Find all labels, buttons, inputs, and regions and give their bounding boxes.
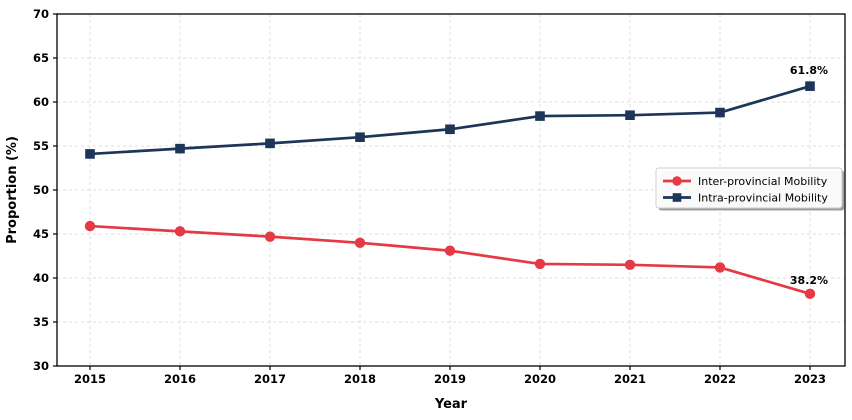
marker-1-2020 (535, 111, 545, 121)
y-axis-label: Proportion (%) (5, 136, 20, 244)
marker-0-2023 (804, 288, 816, 300)
y-tick-label-45: 45 (33, 227, 49, 241)
legend-label-1: Intra-provincial Mobility (698, 192, 828, 205)
y-tick-label-40: 40 (33, 271, 49, 285)
marker-1-2016 (175, 143, 185, 154)
marker-0-2016 (174, 226, 186, 237)
x-tick-label-2021: 2021 (614, 372, 646, 386)
y-tick-label-55: 55 (33, 139, 49, 153)
marker-0-2015 (84, 220, 96, 232)
legend-box (655, 167, 843, 209)
x-tick-label-2015: 2015 (74, 372, 106, 386)
y-tick-label-50: 50 (33, 183, 49, 197)
marker-1-2019 (445, 124, 455, 135)
y-tick-label-65: 65 (33, 51, 49, 65)
x-tick-label-2017: 2017 (254, 372, 286, 386)
x-tick-label-2018: 2018 (344, 372, 376, 386)
marker-0-2018 (354, 237, 366, 248)
marker-0-2017 (264, 231, 276, 242)
y-tick-label-60: 60 (33, 95, 49, 109)
y-tick-label-35: 35 (33, 315, 49, 329)
x-axis-label: Year (434, 397, 468, 412)
x-tick-label-2019: 2019 (434, 372, 466, 386)
annotation-series-0: 38.2% (790, 274, 828, 287)
y-tick-label-70: 70 (33, 7, 49, 21)
y-tick-label-30: 30 (33, 359, 49, 373)
marker-0-2020 (534, 258, 546, 270)
marker-1-2022 (715, 107, 725, 118)
x-tick-label-2016: 2016 (164, 372, 196, 386)
marker-1-2023 (805, 81, 815, 91)
annotation-series-1: 61.8% (790, 64, 828, 77)
legend-label-0: Inter-provincial Mobility (698, 175, 828, 188)
legend-marker-circle-0 (672, 176, 682, 186)
marker-0-2021 (624, 259, 636, 270)
marker-1-2018 (355, 132, 365, 142)
x-tick-label-2023: 2023 (794, 372, 826, 386)
x-tick-label-2020: 2020 (524, 372, 556, 386)
marker-1-2015 (85, 149, 95, 159)
marker-0-2019 (444, 245, 456, 256)
marker-0-2022 (714, 262, 726, 273)
x-tick-label-2022: 2022 (704, 372, 736, 386)
legend-marker-square-1 (672, 193, 682, 202)
series-line-1 (88, 84, 812, 156)
marker-1-2021 (625, 110, 635, 120)
marker-1-2017 (265, 138, 275, 149)
